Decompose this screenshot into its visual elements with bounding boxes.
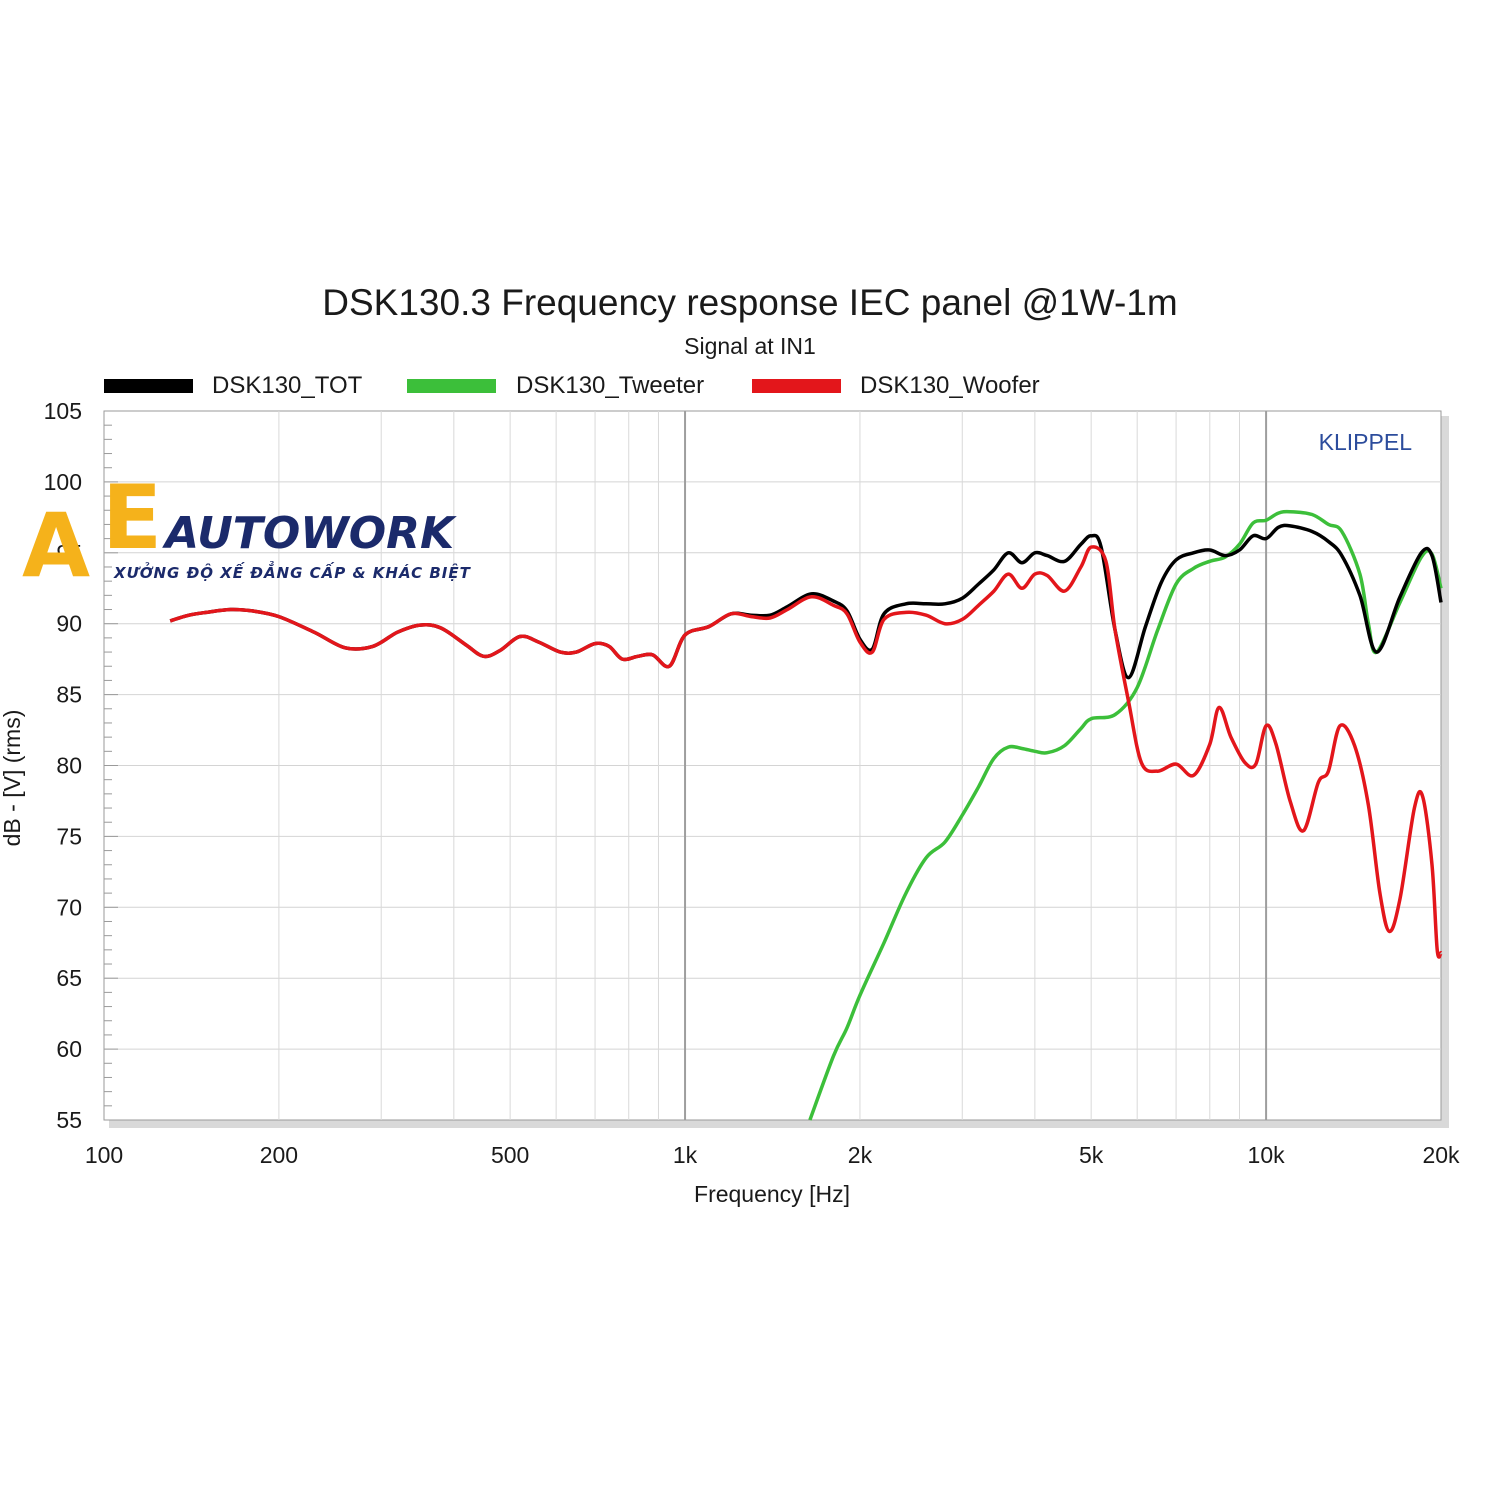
x-tick-label: 20k <box>1422 1142 1460 1168</box>
legend: DSK130_TOT DSK130_Tweeter DSK130_Woofer <box>104 372 1040 399</box>
logo-brand-name: AUTOWORK <box>162 508 457 559</box>
series-line-dsk130-tweeter <box>808 509 1443 1121</box>
x-tick-labels: 100 200 500 1k 2k 5k 10k 20k <box>85 1142 1460 1168</box>
y-axis-label: dB - [V] (rms) <box>0 710 25 847</box>
legend-swatch <box>104 379 193 393</box>
x-tick-label: 1k <box>673 1142 698 1168</box>
y-tick-label: 85 <box>56 682 82 708</box>
y-tick-label: 75 <box>56 823 82 849</box>
logo-tagline: XƯỞNG ĐỘ XẾ ĐẲNG CẤP & KHÁC BIỆT <box>113 560 472 582</box>
series-line-dsk130-woofer <box>169 545 1443 959</box>
y-tick-label: 80 <box>56 753 82 779</box>
legend-swatch <box>752 379 841 393</box>
x-tick-label: 2k <box>848 1142 873 1168</box>
chart-subtitle: Signal at IN1 <box>684 333 816 359</box>
x-tick-label: 100 <box>85 1142 123 1168</box>
legend-label: DSK130_Tweeter <box>516 372 704 399</box>
klippel-annotation: KLIPPEL <box>1319 429 1413 455</box>
series-lines <box>169 509 1443 1121</box>
y-tick-label: 95 <box>56 540 82 566</box>
plot-area <box>103 410 1449 1128</box>
y-tick-label: 60 <box>56 1036 82 1062</box>
chart-title: DSK130.3 Frequency response IEC panel @1… <box>322 282 1177 323</box>
y-tick-label: 100 <box>44 469 82 495</box>
grid-lines <box>104 410 1441 1121</box>
legend-label: DSK130_Woofer <box>860 372 1040 399</box>
y-tick-label: 105 <box>44 398 82 424</box>
y-tick-labels: 55 60 65 70 75 80 85 90 95 100 105 <box>44 398 82 1133</box>
x-tick-label: 10k <box>1248 1142 1286 1168</box>
autowork-watermark: A E AUTOWORK XƯỞNG ĐỘ XẾ ĐẲNG CẤP & KHÁC… <box>22 466 472 597</box>
x-tick-label: 200 <box>260 1142 298 1168</box>
y-tick-label: 90 <box>56 611 82 637</box>
x-axis-label: Frequency [Hz] <box>694 1181 850 1207</box>
logo-letter-a: A <box>22 494 90 597</box>
legend-swatch <box>407 379 496 393</box>
legend-label: DSK130_TOT <box>212 372 363 399</box>
y-tick-label: 55 <box>56 1107 82 1133</box>
x-tick-label: 500 <box>491 1142 529 1168</box>
x-tick-label: 5k <box>1079 1142 1104 1168</box>
logo-letter-e: E <box>102 466 162 569</box>
y-tick-label: 70 <box>56 894 82 920</box>
y-tick-label: 65 <box>56 965 82 991</box>
